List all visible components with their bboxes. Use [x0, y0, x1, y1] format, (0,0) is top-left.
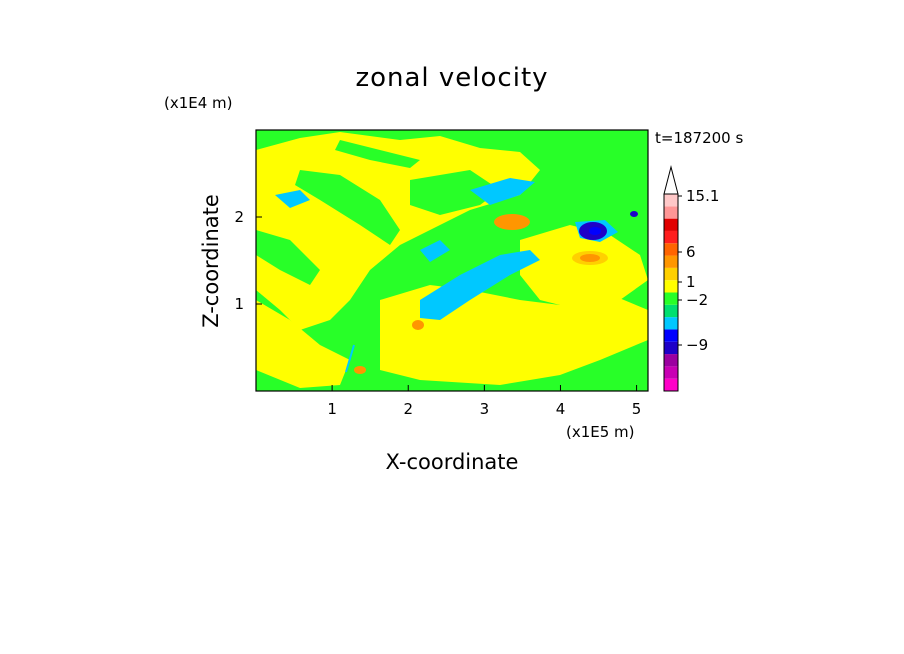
contour-cyan-band-1 — [420, 250, 540, 320]
colorbar-label: −9 — [686, 336, 708, 354]
contour-field — [256, 132, 648, 388]
y-tick-label: 1 — [234, 295, 244, 313]
colorbar-swatch — [664, 317, 678, 330]
contour-cyan-band-2 — [470, 178, 535, 205]
colorbar-swatch — [664, 243, 678, 256]
colorbar-swatch — [664, 329, 678, 342]
colorbar-label: 1 — [686, 273, 696, 291]
x-tick-label: 4 — [556, 400, 566, 418]
contour-orange-spot-low — [354, 366, 366, 374]
y-axis-ticks: 12 — [234, 208, 262, 313]
contour-blue-min-inner — [589, 227, 601, 235]
contour-cyan-band-3 — [275, 190, 310, 208]
time-label: t=187200 s — [655, 129, 743, 147]
x-scale-label: (x1E5 m) — [566, 423, 635, 441]
contour-filament — [345, 344, 355, 373]
colorbar-swatch — [664, 267, 678, 281]
colorbar-swatch — [664, 194, 678, 207]
colorbar-label: 6 — [686, 243, 696, 261]
x-tick-label: 5 — [632, 400, 642, 418]
colorbar-arrow — [663, 165, 679, 195]
y-axis-label: Z-coordinate — [199, 194, 223, 328]
colorbar-swatch — [664, 354, 678, 367]
colorbar-label: −2 — [686, 291, 708, 309]
x-axis-ticks: 1 2 3 4 5 — [327, 385, 641, 418]
plot-frame — [255, 129, 649, 392]
colorbar-frame — [663, 193, 679, 392]
colorbar-swatch — [664, 255, 678, 268]
colorbar-swatch — [664, 341, 678, 355]
colorbar-swatch — [664, 218, 678, 231]
contour-yellow-right — [520, 225, 648, 310]
contour-blue-spot-edge — [630, 211, 638, 217]
contour-orange-core-right — [580, 254, 600, 262]
colorbar-label: 15.1 — [686, 187, 719, 205]
contour-cyan-band-4 — [420, 240, 450, 262]
contour-green-streak-1 — [295, 170, 400, 245]
contour-yellow-left-low — [256, 300, 350, 388]
x-axis-label: X-coordinate — [386, 450, 519, 474]
contour-green-streak-3 — [256, 230, 320, 285]
colorbar-swatch — [664, 206, 678, 219]
x-tick-label: 1 — [327, 400, 337, 418]
chart-title: zonal velocity — [355, 63, 548, 93]
x-tick-label: 3 — [480, 400, 490, 418]
contour-green-streak-2 — [410, 170, 500, 215]
colorbar-swatch — [664, 230, 678, 244]
colorbar: 15.1 6 1−2 −9 — [663, 165, 719, 392]
colorbar-swatch — [664, 366, 678, 379]
contour-orange-spot-left — [412, 320, 424, 330]
colorbar-swatch — [664, 304, 678, 318]
contour-green-streak-4 — [335, 140, 420, 168]
colorbar-swatch — [664, 280, 678, 293]
colorbar-swatch — [664, 378, 678, 391]
colorbar-swatch — [664, 292, 678, 305]
contour-orange-high-upper — [494, 214, 530, 230]
x-tick-label: 2 — [403, 400, 413, 418]
y-tick-label: 2 — [234, 208, 244, 226]
y-scale-label: (x1E4 m) — [164, 94, 233, 112]
